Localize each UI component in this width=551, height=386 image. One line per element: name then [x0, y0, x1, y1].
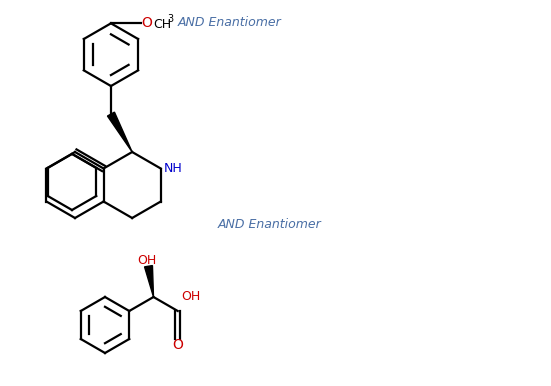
Polygon shape [144, 266, 154, 297]
Text: O: O [172, 338, 183, 352]
Text: 3: 3 [168, 14, 174, 24]
Text: OH: OH [137, 254, 156, 267]
Text: AND Enantiomer: AND Enantiomer [218, 218, 322, 232]
Text: OH: OH [182, 291, 201, 303]
Text: NH: NH [164, 162, 182, 175]
Text: CH: CH [154, 18, 172, 31]
Text: O: O [142, 16, 153, 30]
Text: AND Enantiomer: AND Enantiomer [178, 15, 282, 29]
Polygon shape [107, 112, 132, 152]
